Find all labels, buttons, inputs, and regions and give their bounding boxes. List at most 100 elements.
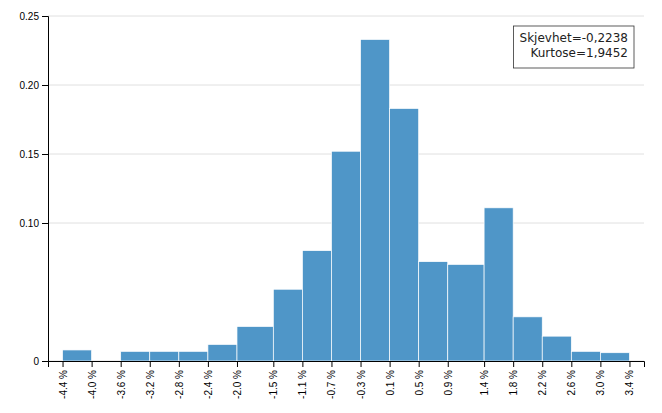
tick: 0.10 [20,218,48,229]
tick: 1.8 % [508,361,519,396]
tick: -4.4 % [58,361,69,399]
tick: 3.0 % [595,361,606,396]
plot: -4.4 % -4.0 % -3.6 % -3.2 % -2.8 % -2.4 % -2.0… [20,11,645,399]
tick-mark [629,361,630,367]
bar [419,262,448,361]
grid-line [48,85,644,86]
bar [484,208,513,361]
bar [150,351,179,361]
bar [63,350,92,361]
annotation: Skjevhet=-0,2238Kurtose=1,9452 [514,26,634,68]
bar [208,344,237,361]
tick-mark [390,361,391,367]
tick-mark [542,361,543,367]
tick-mark [331,361,332,367]
tick-mark [513,361,514,367]
tick-mark [42,16,48,17]
tick-label: -2.0 % [232,370,243,399]
bar [513,317,542,361]
bar [273,289,302,361]
tick-mark [42,361,48,362]
tick-mark [42,85,48,86]
bar [121,351,150,361]
bar [571,351,600,361]
tick-mark [42,223,48,224]
tick: -1.1 % [297,361,308,399]
tick: -4.0 % [87,361,98,399]
tick-mark [419,361,420,367]
tick-label: 2.2 % [537,370,548,396]
tick-label: 0.15 [20,149,40,160]
tick-label: -4.4 % [58,370,69,399]
tick: -0.7 % [326,361,337,399]
bar [361,39,390,361]
tick: -3.2 % [145,361,156,399]
tick: 2.6 % [566,361,577,396]
tick-mark [237,361,238,367]
tick-label: 0.1 % [385,370,396,396]
tick-label: 0.20 [20,80,40,91]
tick: -2.4 % [203,361,214,399]
tick-mark [121,361,122,367]
tick-mark [448,361,449,367]
tick-mark [361,361,362,367]
bars [63,39,630,361]
tick: 0.5 % [414,361,425,396]
tick: 2.2 % [537,361,548,396]
tick-mark [484,361,485,367]
tick-label: -3.6 % [116,370,127,399]
tick-label: 3.4 % [624,370,635,396]
tick-mark [571,361,572,367]
tick: -2.8 % [174,361,185,399]
axis-line [49,362,645,368]
grid-line [48,16,644,17]
tick-mark [273,361,274,367]
tick: -2.0 % [232,361,243,399]
tick-label: -4.0 % [87,370,98,399]
tick-label: -1.5 % [268,370,279,399]
tick: 0.20 [20,80,48,91]
tick: 1.4 % [479,361,490,396]
chart: -4.4 % -4.0 % -3.6 % -3.2 % -2.8 % -2.4 % -2.0… [0,0,662,413]
axis-line [42,17,49,362]
tick: -0.3 % [356,361,367,399]
tick: 3.4 % [624,361,635,396]
bar [331,151,360,361]
tick-mark [302,361,303,367]
tick-label: 0 [33,356,39,367]
tick-label: -0.3 % [356,370,367,399]
tick-label: 0.10 [20,218,40,229]
tick-mark [92,361,93,367]
bar [179,351,208,361]
tick: 0 [33,356,48,367]
tick-label: 1.4 % [479,370,490,396]
bar [92,361,121,362]
bar [390,108,419,361]
tick-mark [208,361,209,367]
y-axis: 0 0.10 0.15 0.20 0.25 [20,11,49,367]
bar [448,264,484,361]
grid [48,16,644,361]
bar [302,251,331,361]
tick-mark [42,154,48,155]
tick-label: 3.0 % [595,370,606,396]
annotation-text: Skjevhet=-0,2238 [520,31,628,45]
tick-label: -3.2 % [145,370,156,399]
tick-label: -2.8 % [174,370,185,399]
tick-label: 1.8 % [508,370,519,396]
tick-label: 0.9 % [443,370,454,396]
tick-mark [600,361,601,367]
tick-label: 0.5 % [414,370,425,396]
tick-label: -0.7 % [326,370,337,399]
tick: 0.1 % [385,361,396,396]
annotation-box [514,26,634,68]
tick: -1.5 % [268,361,279,399]
tick-mark [150,361,151,367]
tick-label: -1.1 % [297,370,308,399]
tick: 0.15 [20,149,48,160]
tick: 0.25 [20,11,48,22]
tick-label: 2.6 % [566,370,577,396]
tick-label: -2.4 % [203,370,214,399]
annotation-text: Kurtose=1,9452 [530,46,628,60]
tick: -3.6 % [116,361,127,399]
